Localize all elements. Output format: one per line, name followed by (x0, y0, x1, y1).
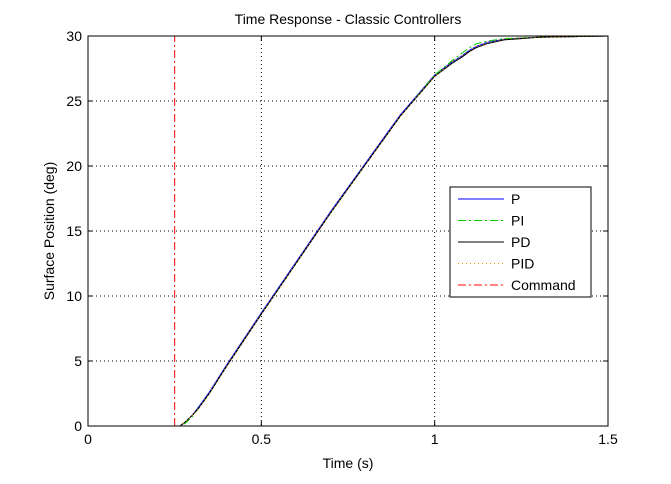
x-tick-label: 0 (84, 431, 92, 447)
x-tick-label: 1.5 (598, 431, 618, 447)
y-tick-label: 10 (66, 288, 82, 304)
series-line-pid (88, 35, 609, 427)
legend-label-pd: PD (511, 234, 530, 250)
series-lines (88, 35, 609, 427)
y-tick-label: 30 (66, 28, 82, 44)
y-tick-label: 25 (66, 93, 82, 109)
grid-lines (88, 36, 608, 426)
x-axis-label: Time (s) (323, 455, 374, 471)
legend-label-pid: PID (511, 256, 534, 272)
x-tick-label: 0.5 (252, 431, 272, 447)
legend-label-p: P (511, 191, 520, 207)
legend-label-command: Command (511, 277, 576, 293)
axis-ticks: 0 0.5 1 1.5 0 5 10 15 20 25 30 (66, 28, 618, 447)
x-tick-label: 1 (431, 431, 439, 447)
y-tick-label: 5 (74, 353, 82, 369)
y-axis-label: Surface Position (deg) (41, 162, 57, 301)
y-tick-label: 0 (74, 418, 82, 434)
legend: P PI PD PID Command (449, 186, 592, 298)
chart-title: Time Response - Classic Controllers (235, 11, 462, 27)
y-tick-label: 20 (66, 158, 82, 174)
legend-label-pi: PI (511, 213, 524, 229)
y-tick-label: 15 (66, 223, 82, 239)
